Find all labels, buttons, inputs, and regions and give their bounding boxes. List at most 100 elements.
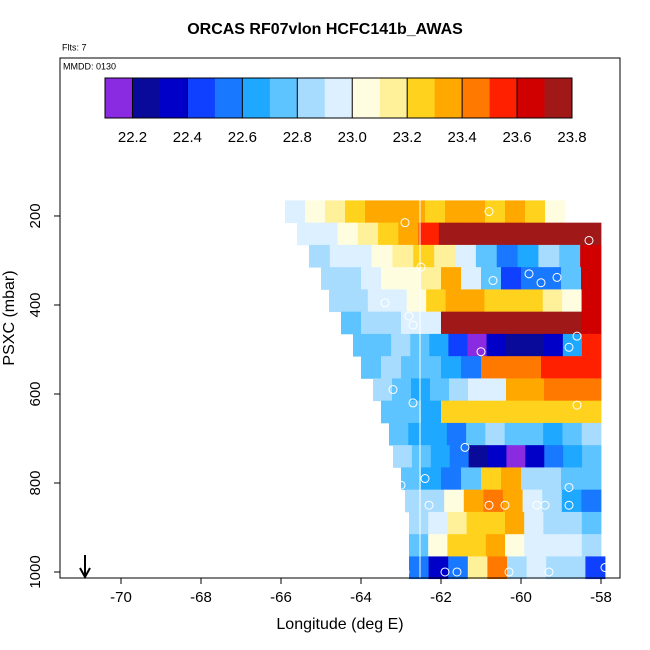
colorbar-frame bbox=[104, 77, 573, 119]
x-tick-label: -60 bbox=[510, 589, 532, 606]
heat-cell bbox=[408, 422, 428, 446]
heat-cell bbox=[561, 489, 582, 513]
heat-cell bbox=[385, 200, 406, 224]
sample-point bbox=[500, 500, 510, 510]
date-note: MMDD: 0130 bbox=[63, 61, 116, 71]
heat-cell bbox=[461, 467, 482, 491]
heat-cell bbox=[421, 267, 442, 290]
sample-point bbox=[504, 567, 514, 577]
sample-point bbox=[600, 563, 610, 573]
sample-point bbox=[408, 320, 418, 330]
heat-cell bbox=[353, 333, 373, 357]
heat-cell bbox=[543, 333, 564, 357]
heat-cell bbox=[467, 556, 488, 580]
heat-cell bbox=[496, 244, 518, 268]
x-tick-label: -64 bbox=[350, 589, 372, 606]
sample-point bbox=[460, 442, 470, 452]
heat-cell bbox=[505, 511, 525, 535]
heat-cell bbox=[401, 467, 422, 491]
sample-point bbox=[408, 398, 418, 408]
heat-cell bbox=[441, 356, 462, 379]
sample-point bbox=[404, 311, 414, 321]
heat-cell bbox=[559, 244, 581, 268]
heat-cell bbox=[409, 556, 429, 580]
sample-point bbox=[484, 207, 494, 217]
heat-cell bbox=[561, 267, 582, 290]
heat-cell bbox=[523, 422, 544, 446]
heat-cell bbox=[506, 378, 526, 402]
heat-cell bbox=[401, 311, 422, 335]
heat-cell bbox=[501, 356, 522, 379]
colorbar-segment bbox=[462, 78, 490, 118]
heat-cell bbox=[521, 400, 542, 424]
heat-cell bbox=[487, 556, 508, 580]
heat-cell bbox=[406, 289, 427, 313]
heat-cell bbox=[581, 511, 602, 535]
heat-cell bbox=[447, 511, 467, 535]
heat-cell bbox=[582, 378, 602, 402]
colorbar-segment bbox=[297, 78, 326, 118]
heat-cell bbox=[544, 378, 564, 402]
heat-cell bbox=[468, 445, 488, 468]
heat-cell bbox=[485, 200, 506, 224]
heat-cell bbox=[543, 422, 563, 446]
colorbar-tick-label: 22.2 bbox=[118, 129, 147, 146]
heat-cell bbox=[466, 422, 486, 446]
heat-cell bbox=[543, 511, 563, 535]
x-tick-label: -58 bbox=[590, 589, 612, 606]
heat-cell bbox=[428, 556, 449, 580]
colorbar-segment bbox=[352, 78, 381, 118]
heat-cell bbox=[519, 222, 541, 246]
heat-cell bbox=[463, 489, 484, 513]
sample-point bbox=[400, 567, 410, 577]
x-tick-label: -62 bbox=[430, 589, 452, 606]
colorbar-tick-label: 23.8 bbox=[557, 129, 586, 146]
heat-cell bbox=[325, 200, 346, 224]
heat-cell bbox=[378, 222, 399, 246]
heat-cell bbox=[398, 222, 419, 246]
heat-cell bbox=[475, 244, 498, 268]
heat-cell bbox=[393, 445, 413, 468]
heat-cell bbox=[541, 467, 562, 491]
heat-cell bbox=[459, 222, 480, 246]
heat-cell bbox=[466, 511, 487, 535]
heat-cell bbox=[483, 489, 504, 513]
heat-cell bbox=[421, 311, 442, 335]
sample-point bbox=[564, 342, 574, 352]
sample-point bbox=[380, 298, 390, 308]
y-tick-label: 1000 bbox=[27, 555, 44, 588]
heat-cell bbox=[581, 534, 602, 557]
heat-cell bbox=[545, 200, 566, 224]
heat-cell bbox=[428, 511, 448, 535]
heat-cell bbox=[581, 356, 602, 379]
heat-cell bbox=[562, 422, 583, 446]
heat-cell bbox=[317, 222, 338, 246]
heat-cell bbox=[563, 445, 583, 468]
heat-cell bbox=[441, 267, 462, 290]
colorbar-tick-label: 22.8 bbox=[283, 129, 312, 146]
heat-cell bbox=[365, 200, 386, 224]
x-axis-label: Longitude (deg E) bbox=[276, 616, 403, 633]
heat-cell bbox=[481, 267, 502, 290]
heat-cell bbox=[581, 467, 602, 491]
heat-cell bbox=[581, 311, 602, 335]
heat-cell bbox=[507, 556, 527, 580]
heat-cell bbox=[461, 356, 482, 379]
heat-cell bbox=[505, 534, 525, 557]
sample-point bbox=[388, 385, 398, 395]
heat-cell bbox=[580, 244, 602, 268]
heat-cell bbox=[309, 244, 331, 268]
heat-cell bbox=[345, 200, 366, 224]
sample-point bbox=[540, 500, 550, 510]
y-tick-label: 800 bbox=[27, 470, 44, 495]
heat-cell bbox=[449, 445, 470, 468]
heat-cell bbox=[525, 378, 545, 402]
heat-cell bbox=[580, 222, 602, 246]
heat-cell bbox=[561, 467, 582, 491]
heat-cell bbox=[499, 222, 521, 246]
heat-cell bbox=[541, 356, 562, 379]
chart-title: ORCAS RF07vlon HCFC141b_AWAS bbox=[187, 21, 463, 38]
heat-cell bbox=[341, 311, 362, 335]
heat-cell bbox=[524, 511, 544, 535]
